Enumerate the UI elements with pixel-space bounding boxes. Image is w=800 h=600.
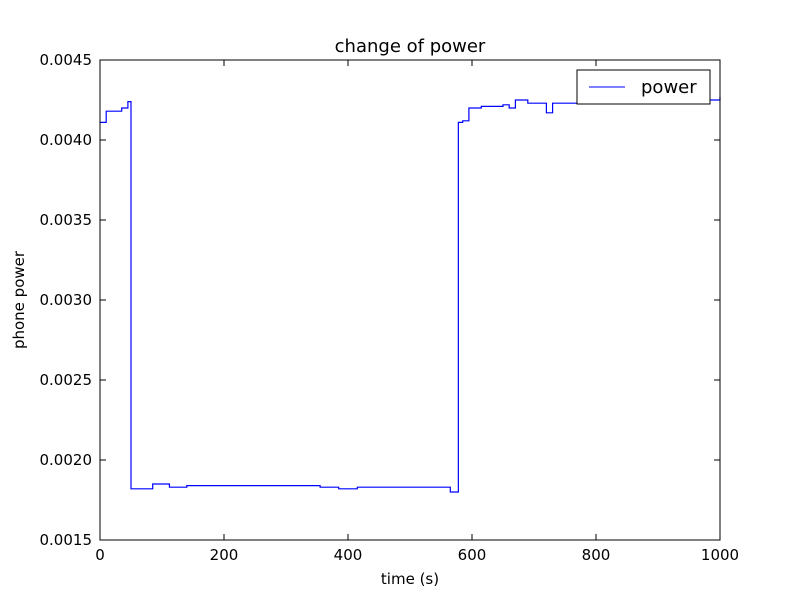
series-layer [100,96,721,493]
y-tick-label: 0.0045 [40,51,93,69]
plot-area [100,60,720,540]
y-tick-label: 0.0025 [40,371,93,389]
y-tick-label: 0.0015 [40,531,93,549]
x-tick-label: 0 [95,546,105,564]
x-axis: 0 200 400 600 800 1000 [95,60,739,564]
series-line-power [100,96,721,493]
x-tick-label: 600 [458,546,487,564]
y-tick-label: 0.0040 [40,131,93,149]
x-tick-label: 800 [582,546,611,564]
legend: power [576,69,711,105]
x-tick-label: 400 [334,546,363,564]
x-axis-title: time (s) [381,570,439,588]
x-tick-label: 200 [210,546,239,564]
x-tick-label: 1000 [701,546,739,564]
chart-title: change of power [335,36,486,57]
legend-label-power: power [641,77,697,98]
y-axis-title: phone power [10,250,28,349]
y-tick-label: 0.0020 [40,451,93,469]
y-tick-label: 0.0030 [40,291,93,309]
y-tick-label: 0.0035 [40,211,93,229]
y-axis: 0.0015 0.0020 0.0025 0.0030 0.0035 0.0040 0.00… [40,51,720,549]
